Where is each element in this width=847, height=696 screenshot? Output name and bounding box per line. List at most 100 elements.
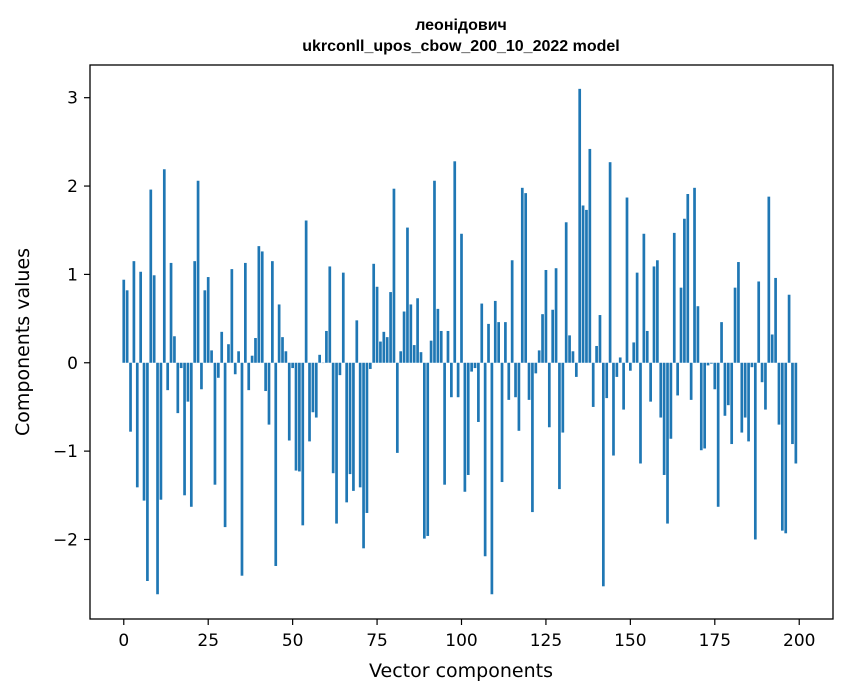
bar-64 [338, 362, 342, 376]
bar-194 [777, 362, 781, 425]
bar-74 [372, 263, 376, 363]
bar-58 [318, 354, 321, 363]
bar-128 [554, 268, 558, 363]
bar-117 [517, 362, 521, 431]
x-tick-label: 25 [197, 631, 219, 651]
bar-122 [534, 362, 538, 374]
bar-83 [402, 311, 406, 363]
bar-19 [186, 362, 190, 402]
bar-140 [595, 345, 598, 363]
bar-67 [348, 362, 352, 475]
bar-168 [689, 362, 693, 400]
bar-109 [490, 362, 494, 595]
bar-98 [453, 161, 457, 363]
bar-92 [433, 180, 436, 363]
bar-15 [173, 336, 176, 363]
bar-21 [193, 261, 197, 363]
y-axis-label: Components values [12, 248, 34, 436]
bar-171 [699, 362, 703, 451]
bar-186 [750, 362, 754, 368]
bar-41 [260, 251, 264, 363]
bar-129 [558, 362, 561, 490]
bar-116 [514, 362, 517, 398]
bars-group [122, 88, 798, 595]
bar-30 [223, 362, 227, 528]
bar-162 [669, 362, 673, 439]
bar-173 [706, 362, 710, 366]
bar-137 [585, 209, 588, 363]
bar-120 [527, 362, 531, 400]
bar-161 [666, 362, 669, 524]
bar-8 [149, 189, 153, 363]
x-tick-label: 150 [614, 631, 646, 651]
bar-51 [294, 362, 298, 471]
bar-91 [429, 340, 433, 363]
bar-177 [720, 322, 723, 363]
bar-54 [304, 220, 308, 363]
bar-172 [703, 362, 707, 449]
bar-127 [551, 309, 555, 363]
bar-5 [139, 271, 143, 363]
bar-163 [672, 232, 676, 363]
bar-39 [254, 338, 257, 363]
bar-94 [439, 330, 443, 363]
y-tick-label: 2 [67, 177, 78, 197]
bar-34 [237, 351, 240, 363]
bar-181 [733, 287, 737, 363]
bar-158 [656, 260, 659, 363]
bar-183 [740, 362, 744, 433]
bar-195 [780, 362, 784, 531]
bar-97 [450, 362, 453, 398]
bar-105 [477, 362, 480, 422]
bar-124 [541, 314, 544, 363]
bar-20 [189, 362, 193, 507]
bar-52 [298, 362, 301, 472]
bar-69 [355, 320, 359, 363]
bar-10 [156, 362, 159, 595]
y-tick-label: 0 [67, 354, 78, 374]
bar-180 [730, 362, 734, 445]
bar-33 [233, 362, 237, 375]
bar-44 [271, 261, 274, 363]
bar-65 [341, 272, 345, 363]
bar-154 [642, 233, 646, 363]
bar-159 [659, 362, 663, 418]
bar-77 [382, 331, 386, 363]
bar-99 [456, 362, 460, 398]
x-tick-label: 125 [530, 631, 562, 651]
bar-24 [203, 290, 207, 363]
y-axis-ticks: −2 −1 0 1 2 3 [53, 89, 90, 550]
bar-143 [605, 362, 609, 399]
bar-48 [284, 351, 288, 363]
bar-170 [696, 306, 700, 363]
bar-49 [287, 362, 291, 441]
bar-13 [166, 362, 170, 391]
bar-123 [537, 350, 541, 363]
bar-42 [264, 362, 267, 392]
bar-46 [277, 304, 281, 363]
bar-93 [436, 308, 440, 363]
bar-90 [426, 362, 430, 536]
bar-188 [757, 281, 761, 363]
bar-144 [608, 162, 612, 363]
bar-25 [206, 277, 210, 363]
y-tick-label: 3 [67, 89, 78, 109]
bar-2 [129, 362, 132, 432]
bar-149 [625, 197, 629, 363]
bar-38 [250, 355, 254, 363]
bar-108 [487, 323, 490, 363]
bar-182 [737, 262, 740, 363]
bar-142 [601, 362, 605, 587]
bar-115 [510, 260, 514, 363]
bar-84 [406, 227, 409, 363]
bar-118 [520, 187, 524, 363]
bar-88 [419, 352, 423, 363]
bar-185 [747, 362, 750, 442]
bar-191 [767, 196, 771, 363]
bar-75 [375, 286, 379, 363]
bar-138 [588, 148, 592, 363]
bar-85 [409, 304, 413, 363]
bar-167 [686, 194, 690, 363]
x-tick-label: 175 [699, 631, 731, 651]
chart-title: леонідович [415, 17, 507, 34]
